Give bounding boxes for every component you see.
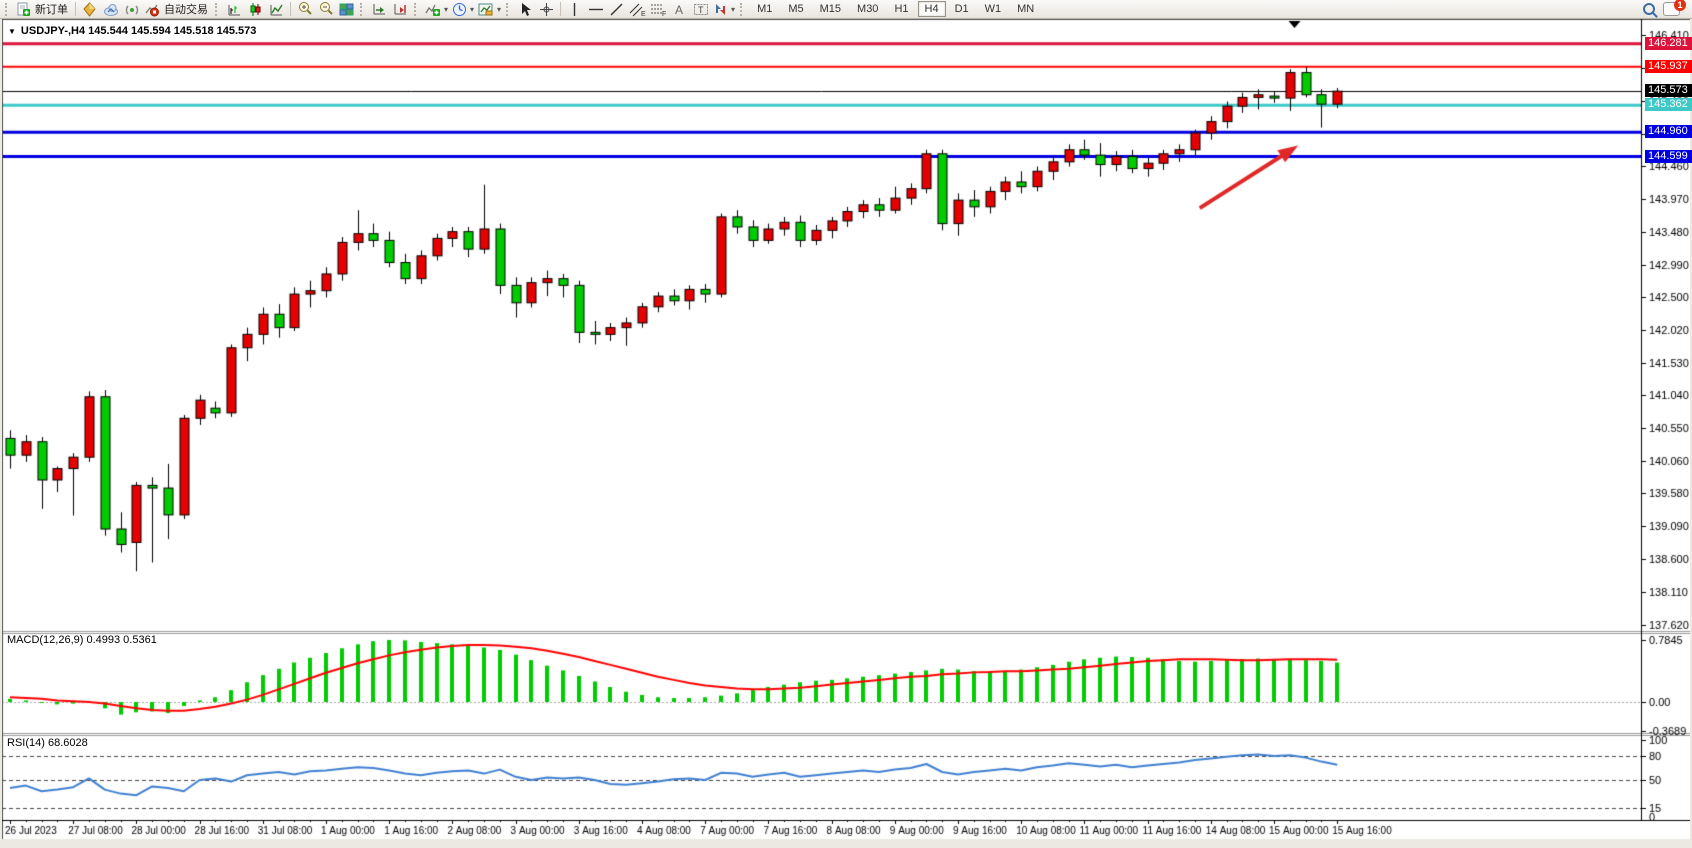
trendline-button[interactable]	[606, 1, 627, 18]
horizontal-line-button[interactable]	[585, 1, 606, 18]
candlestick-chart-button[interactable]	[245, 1, 266, 18]
autotrading-icon	[144, 2, 160, 17]
templates-icon	[478, 2, 494, 17]
cloud-icon	[103, 2, 119, 17]
toolbar-grip	[740, 2, 746, 16]
vertical-line-button[interactable]	[564, 1, 585, 18]
chat-icon: 1	[1663, 0, 1686, 16]
toolbar: 新订单 自动交易 ▾ ▾ ▾ E F A T ▾ M1 M5 M15 M30 H1 H4 D…	[0, 0, 1692, 19]
new-order-label: 新订单	[35, 4, 68, 16]
equidistant-channel-button[interactable]: E	[627, 1, 648, 18]
cursor-icon	[519, 2, 532, 17]
charts-button[interactable]	[79, 1, 100, 18]
gold-diamond-icon	[82, 1, 97, 17]
clock-icon	[452, 2, 467, 17]
zoom-in-icon	[297, 1, 313, 17]
timeframe-button-D1[interactable]: D1	[954, 3, 969, 15]
crosshair-icon	[539, 2, 554, 17]
signal-icon	[124, 2, 140, 17]
templates-button[interactable]: ▾	[476, 1, 503, 18]
bar-chart-icon	[227, 2, 242, 17]
timeframe-button-M15[interactable]: M15	[819, 3, 842, 15]
toolbar-grip	[5, 2, 11, 16]
new-order-button[interactable]: 新订单	[14, 1, 72, 18]
fibonacci-icon: F	[650, 2, 667, 17]
toolbar-separator	[290, 2, 291, 16]
timeframe-button-H4[interactable]: H4	[917, 1, 946, 17]
autotrading-label: 自动交易	[164, 4, 208, 16]
toolbar-grip	[360, 2, 366, 16]
toolbar-grip	[215, 2, 221, 16]
auto-scroll-icon	[372, 2, 387, 17]
tile-windows-button[interactable]	[336, 1, 357, 18]
auto-scroll-button[interactable]	[369, 1, 390, 18]
zoom-out-button[interactable]	[315, 1, 336, 18]
toolbar-separator	[560, 2, 562, 16]
chevron-down-icon: ▾	[470, 4, 475, 14]
text-icon: A	[673, 2, 686, 17]
text-label-button[interactable]: T	[690, 1, 711, 18]
indicators-button[interactable]: ▾	[423, 1, 450, 18]
text-button[interactable]: A	[669, 1, 690, 18]
chevron-down-icon: ▾	[731, 4, 736, 14]
signals-button[interactable]	[121, 1, 142, 18]
chat-button[interactable]: 1	[1661, 0, 1692, 18]
svg-text:F: F	[662, 11, 666, 17]
svg-text:T: T	[698, 5, 704, 15]
chevron-down-icon: ▾	[444, 4, 449, 14]
indicators-icon	[425, 2, 441, 17]
tile-windows-icon	[339, 2, 354, 17]
toolbar-separator	[75, 2, 76, 16]
text-label-icon: T	[693, 2, 709, 17]
horizontal-line-icon	[588, 2, 604, 17]
notification-badge: 1	[1674, 0, 1686, 11]
bar-chart-button[interactable]	[224, 1, 245, 18]
zoom-out-icon	[318, 1, 334, 17]
chart-shift-button[interactable]	[390, 1, 411, 18]
arrows-button[interactable]: ▾	[711, 1, 737, 18]
timeframe-button-M1[interactable]: M1	[757, 3, 773, 15]
channel-icon: E	[629, 2, 646, 17]
new-order-icon	[16, 2, 31, 17]
search-icon	[1642, 3, 1655, 15]
arrows-icon	[713, 2, 728, 17]
price-chart-canvas[interactable]	[2, 19, 1690, 848]
line-chart-button[interactable]	[266, 1, 287, 18]
chevron-down-icon: ▾	[497, 4, 502, 14]
timeframe-button-M30[interactable]: M30	[857, 3, 879, 15]
timeframe-button-W1[interactable]: W1	[984, 3, 1002, 15]
svg-text:E: E	[641, 11, 646, 17]
crosshair-button[interactable]	[536, 1, 557, 18]
periods-button[interactable]: ▾	[450, 1, 476, 18]
fibonacci-button[interactable]: F	[648, 1, 669, 18]
autotrading-button[interactable]: 自动交易	[142, 1, 212, 18]
timeframe-button-M5[interactable]: M5	[788, 3, 804, 15]
trendline-icon	[609, 2, 624, 17]
toolbar-grip	[414, 2, 420, 16]
line-chart-icon	[269, 2, 284, 17]
timeframe-button-H1[interactable]: H1	[894, 3, 909, 15]
cloud-button[interactable]	[100, 1, 121, 18]
zoom-in-button[interactable]	[294, 1, 315, 18]
vertical-line-icon	[569, 2, 580, 17]
toolbar-grip	[506, 2, 512, 16]
chart-shift-icon	[393, 2, 408, 17]
candlestick-icon	[248, 2, 263, 17]
search-button[interactable]	[1640, 1, 1661, 18]
cursor-button[interactable]	[515, 1, 536, 18]
timeframe-button-MN[interactable]: MN	[1017, 3, 1035, 15]
timeframe-bar: M1 M5 M15 M30 H1 H4 D1 W1 MN	[749, 1, 1042, 17]
svg-text:A: A	[675, 3, 683, 17]
